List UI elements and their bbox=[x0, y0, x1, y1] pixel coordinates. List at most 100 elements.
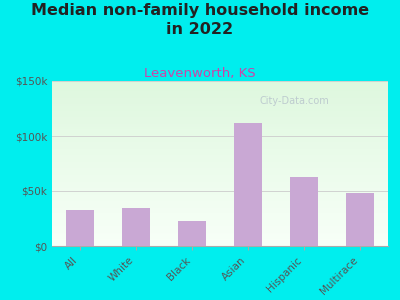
Bar bbox=[52, 236, 388, 238]
Bar bbox=[52, 102, 388, 104]
Bar bbox=[52, 187, 388, 188]
Bar bbox=[52, 216, 388, 218]
Bar bbox=[52, 130, 388, 132]
Bar bbox=[52, 243, 388, 244]
Bar bbox=[52, 152, 388, 154]
Bar bbox=[52, 223, 388, 224]
Bar bbox=[52, 177, 388, 178]
Bar bbox=[52, 208, 388, 210]
Bar bbox=[52, 99, 388, 101]
Bar bbox=[52, 140, 388, 142]
Bar bbox=[52, 224, 388, 226]
Bar bbox=[52, 98, 388, 99]
Bar bbox=[52, 175, 388, 177]
Bar bbox=[290, 177, 318, 246]
Bar bbox=[52, 191, 388, 193]
Bar bbox=[52, 173, 388, 175]
Bar bbox=[52, 165, 388, 167]
Bar bbox=[52, 94, 388, 96]
Bar bbox=[52, 193, 388, 195]
Bar bbox=[52, 104, 388, 106]
Bar bbox=[52, 164, 388, 165]
Bar bbox=[52, 205, 388, 206]
Bar bbox=[52, 160, 388, 162]
Bar bbox=[52, 228, 388, 230]
Bar bbox=[52, 148, 388, 150]
Bar bbox=[52, 230, 388, 231]
Bar bbox=[52, 183, 388, 185]
Bar bbox=[52, 107, 388, 109]
Bar bbox=[52, 235, 388, 236]
Bar bbox=[52, 139, 388, 140]
Bar bbox=[52, 147, 388, 148]
Bar bbox=[52, 144, 388, 145]
Bar bbox=[52, 92, 388, 94]
Bar bbox=[52, 86, 388, 88]
Bar bbox=[52, 198, 388, 200]
Bar bbox=[52, 170, 388, 172]
Bar bbox=[52, 135, 388, 137]
Bar bbox=[52, 101, 388, 102]
Bar bbox=[52, 211, 388, 213]
Bar bbox=[52, 81, 388, 82]
Bar bbox=[52, 231, 388, 233]
Bar bbox=[52, 114, 388, 116]
Bar bbox=[346, 193, 374, 246]
Bar bbox=[52, 162, 388, 164]
Bar bbox=[52, 213, 388, 215]
Bar bbox=[52, 150, 388, 152]
Bar bbox=[52, 91, 388, 92]
Bar bbox=[52, 172, 388, 173]
Bar bbox=[52, 203, 388, 205]
Bar bbox=[52, 168, 388, 170]
Bar bbox=[52, 244, 388, 246]
Bar bbox=[52, 158, 388, 160]
Bar bbox=[52, 119, 388, 121]
Bar bbox=[52, 220, 388, 221]
Bar bbox=[52, 109, 388, 111]
Bar bbox=[52, 185, 388, 187]
Bar bbox=[52, 182, 388, 183]
Bar bbox=[52, 178, 388, 180]
Bar bbox=[52, 226, 388, 228]
Bar bbox=[52, 196, 388, 198]
Bar bbox=[52, 180, 388, 182]
Text: Leavenworth, KS: Leavenworth, KS bbox=[144, 68, 256, 80]
Bar bbox=[52, 88, 388, 89]
Bar bbox=[52, 129, 388, 130]
Bar bbox=[52, 111, 388, 112]
Bar bbox=[52, 145, 388, 147]
Bar bbox=[52, 167, 388, 168]
Bar bbox=[52, 96, 388, 98]
Bar bbox=[52, 132, 388, 134]
Bar bbox=[52, 157, 388, 158]
Bar bbox=[52, 195, 388, 196]
Bar bbox=[52, 124, 388, 125]
Bar bbox=[52, 210, 388, 211]
Bar bbox=[52, 134, 388, 135]
Bar bbox=[52, 106, 388, 107]
Bar bbox=[52, 117, 388, 119]
Text: Median non-family household income
in 2022: Median non-family household income in 20… bbox=[31, 3, 369, 37]
Bar bbox=[52, 233, 388, 235]
Bar bbox=[52, 155, 388, 157]
Bar bbox=[52, 125, 388, 127]
Bar bbox=[52, 89, 388, 91]
Bar bbox=[52, 82, 388, 84]
Bar bbox=[122, 208, 150, 246]
Bar bbox=[52, 202, 388, 203]
Bar bbox=[52, 241, 388, 243]
Bar bbox=[52, 188, 388, 190]
Bar bbox=[52, 112, 388, 114]
Text: City-Data.com: City-Data.com bbox=[259, 96, 329, 106]
Bar bbox=[52, 239, 388, 241]
Bar bbox=[52, 206, 388, 208]
Bar bbox=[52, 238, 388, 239]
Bar bbox=[52, 121, 388, 122]
Bar bbox=[52, 137, 388, 139]
Bar bbox=[52, 200, 388, 202]
Bar bbox=[52, 142, 388, 144]
Bar bbox=[52, 122, 388, 124]
Bar bbox=[52, 218, 388, 220]
Bar bbox=[234, 123, 262, 246]
